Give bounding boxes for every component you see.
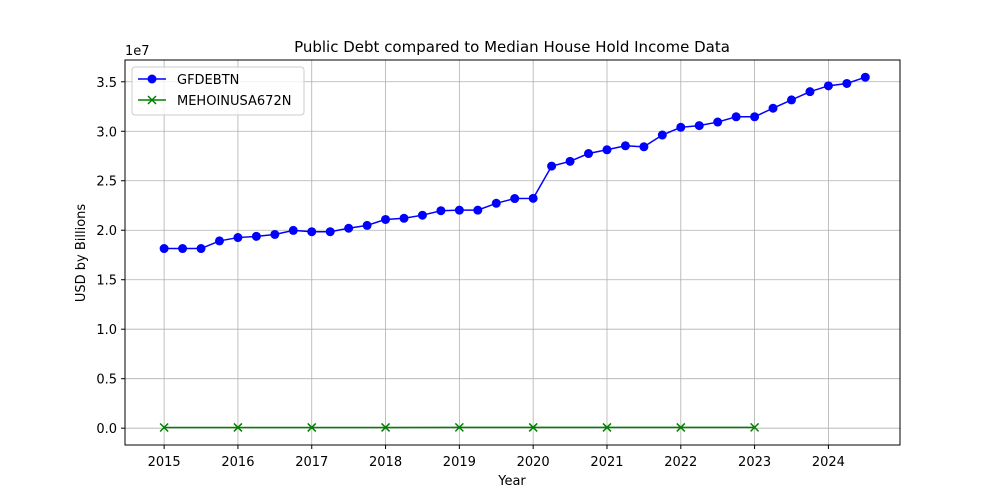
chart-title: Public Debt compared to Median House Hol…: [294, 38, 730, 56]
series-mehoinusa672n: [159, 422, 760, 433]
legend-label-mehoinusa672n: MEHOINUSA672N: [177, 94, 291, 109]
x-tick-label: 2018: [369, 455, 402, 470]
x-tick-label: 2016: [221, 455, 254, 470]
y-tick-label: 2.5: [96, 175, 117, 190]
x-tick-label: 2017: [295, 455, 328, 470]
data-point: [381, 422, 391, 432]
data-point: [381, 214, 391, 224]
data-point: [233, 422, 243, 432]
data-point: [344, 223, 354, 233]
series-gfdebtn: [159, 72, 870, 254]
data-point: [214, 236, 224, 246]
data-point: [676, 422, 686, 432]
data-point: [528, 193, 538, 203]
x-tick-label: 2020: [517, 455, 550, 470]
data-point: [547, 161, 557, 171]
y-offset-label: 1e7: [125, 44, 150, 59]
y-axis: 0.0 0.5 1.0 1.5 2.0 2.5 3.0 3.5: [96, 76, 125, 437]
data-point: [805, 87, 815, 97]
data-point: [823, 81, 833, 91]
data-point: [731, 112, 741, 122]
data-point: [491, 198, 501, 208]
y-tick-label: 1.0: [96, 323, 117, 338]
legend: GFDEBTN MEHOINUSA672N: [131, 66, 305, 116]
x-axis: 2015 2016 2017 2018 2019 2020 2021 2022 2023 2024: [148, 445, 845, 470]
y-tick-label: 3.5: [96, 76, 117, 91]
y-tick-label: 0.5: [96, 373, 117, 388]
data-point: [417, 210, 427, 220]
data-point: [713, 117, 723, 127]
data-point: [159, 422, 169, 433]
data-point: [602, 422, 612, 432]
x-tick-label: 2022: [664, 455, 697, 470]
legend-box: [131, 66, 305, 116]
data-point: [528, 422, 538, 432]
legend-label-gfdebtn: GFDEBTN: [177, 73, 239, 88]
series-layer: [159, 72, 870, 433]
data-point: [196, 244, 206, 254]
data-point: [251, 231, 261, 241]
data-point: [159, 244, 169, 254]
data-point: [768, 103, 778, 113]
data-point: [307, 227, 317, 237]
data-point: [178, 244, 188, 254]
y-tick-label: 0.0: [96, 422, 117, 437]
data-point: [842, 78, 852, 88]
data-point: [510, 194, 520, 204]
x-tick-label: 2023: [738, 455, 771, 470]
data-point: [362, 220, 372, 230]
data-point: [233, 233, 243, 243]
legend-marker-mehoinusa672n: [147, 95, 157, 105]
data-point: [860, 72, 870, 82]
data-point: [473, 205, 483, 215]
data-point: [750, 112, 760, 122]
x-axis-label: Year: [497, 474, 526, 489]
data-point: [399, 213, 409, 223]
data-point: [694, 121, 704, 131]
data-point: [657, 130, 667, 140]
data-point: [565, 156, 575, 166]
y-tick-label: 2.0: [96, 224, 117, 239]
data-point: [602, 145, 612, 155]
data-point: [288, 225, 298, 235]
data-point: [454, 422, 464, 432]
data-point: [584, 149, 594, 159]
data-point: [436, 206, 446, 216]
x-tick-label: 2024: [812, 455, 845, 470]
data-point: [270, 229, 280, 239]
plot-frame: [124, 59, 901, 446]
data-point: [454, 205, 464, 215]
x-tick-label: 2021: [590, 455, 623, 470]
data-point: [639, 142, 649, 152]
y-tick-label: 1.5: [96, 274, 117, 289]
data-point: [620, 141, 630, 151]
data-point: [676, 122, 686, 132]
legend-marker-gfdebtn: [147, 74, 157, 84]
data-point: [325, 227, 335, 237]
data-point: [307, 422, 317, 432]
data-point: [787, 95, 796, 105]
data-point: [750, 422, 760, 432]
y-axis-label: USD by Billions: [74, 204, 89, 303]
y-tick-label: 3.0: [96, 125, 117, 140]
x-tick-label: 2019: [443, 455, 476, 470]
x-tick-label: 2015: [148, 455, 181, 470]
